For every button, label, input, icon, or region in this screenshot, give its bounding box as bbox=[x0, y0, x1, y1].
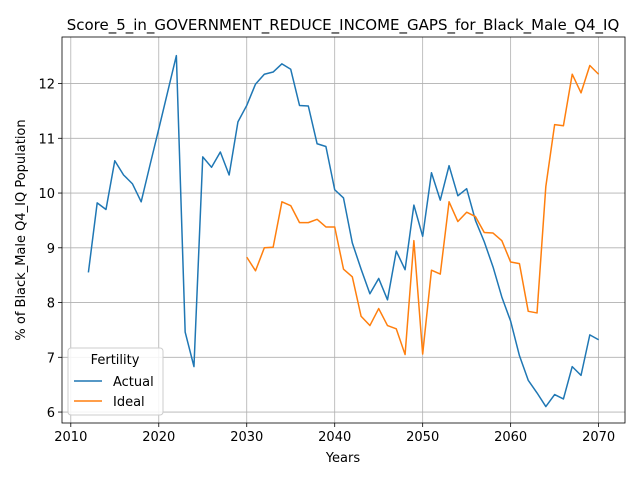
legend-box bbox=[67, 347, 164, 416]
y-tick-label: 8 bbox=[47, 297, 55, 312]
x-tick-label: 2070 bbox=[582, 430, 615, 445]
series-line-ideal bbox=[246, 64, 600, 356]
series-lines bbox=[87, 54, 600, 408]
y-tick-label: 10 bbox=[38, 187, 55, 202]
y-tick-label: 7 bbox=[47, 351, 55, 366]
x-axis-label: Years bbox=[325, 451, 361, 466]
plot-frame bbox=[61, 36, 626, 424]
legend-label-ideal: Ideal bbox=[113, 395, 145, 410]
series-line-actual bbox=[87, 54, 599, 408]
legend: Fertility Actual Ideal bbox=[67, 347, 164, 416]
y-tick-label: 6 bbox=[47, 406, 55, 421]
y-tick-label: 12 bbox=[38, 78, 55, 93]
chart-title: Score_5_in_GOVERNMENT_REDUCE_INCOME_GAPS… bbox=[67, 16, 620, 35]
y-tick-label: 11 bbox=[38, 132, 55, 147]
x-tick-label: 2060 bbox=[494, 430, 527, 445]
legend-label-actual: Actual bbox=[113, 375, 154, 390]
y-axis-ticks: 6 7 8 9 10 11 12 bbox=[38, 78, 62, 421]
legend-title: Fertility bbox=[91, 353, 140, 368]
x-tick-label: 2040 bbox=[318, 430, 351, 445]
x-tick-label: 2030 bbox=[230, 430, 263, 445]
x-tick-label: 2020 bbox=[142, 430, 175, 445]
x-axis-ticks: 2010 2020 2030 2040 2050 2060 2070 bbox=[54, 423, 615, 445]
x-tick-label: 2010 bbox=[54, 430, 87, 445]
x-tick-label: 2050 bbox=[406, 430, 439, 445]
y-tick-label: 9 bbox=[47, 242, 55, 257]
y-axis-label: % of Black_Male Q4_IQ Population bbox=[14, 119, 29, 340]
grid-lines bbox=[62, 37, 625, 423]
